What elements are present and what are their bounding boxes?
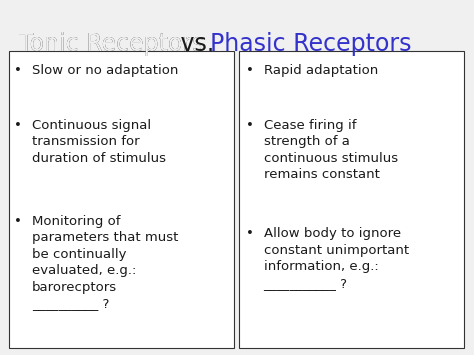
Text: Tonic Receptors: Tonic Receptors (19, 32, 204, 56)
Text: •: • (246, 227, 254, 240)
Text: Monitoring of
parameters that must
be continually
evaluated, e.g.:
barorecptors
: Monitoring of parameters that must be co… (32, 215, 179, 310)
Text: vs.: vs. (173, 32, 222, 56)
Text: Tonic Receptors vs.: Tonic Receptors vs. (19, 32, 253, 56)
FancyBboxPatch shape (239, 51, 464, 348)
Text: Slow or no adaptation: Slow or no adaptation (32, 64, 179, 77)
Text: •: • (14, 64, 22, 77)
Text: •: • (14, 119, 22, 132)
Text: •: • (246, 119, 254, 132)
Text: •: • (246, 64, 254, 77)
Text: Continuous signal
transmission for
duration of stimulus: Continuous signal transmission for durat… (32, 119, 166, 165)
Text: Phasic Receptors: Phasic Receptors (210, 32, 411, 56)
Text: •: • (14, 215, 22, 228)
Text: Rapid adaptation: Rapid adaptation (264, 64, 378, 77)
Text: Allow body to ignore
constant unimportant
information, e.g.:
___________ ?: Allow body to ignore constant unimportan… (264, 227, 409, 290)
Text: Cease firing if
strength of a
continuous stimulus
remains constant: Cease firing if strength of a continuous… (264, 119, 398, 181)
FancyBboxPatch shape (9, 51, 234, 348)
